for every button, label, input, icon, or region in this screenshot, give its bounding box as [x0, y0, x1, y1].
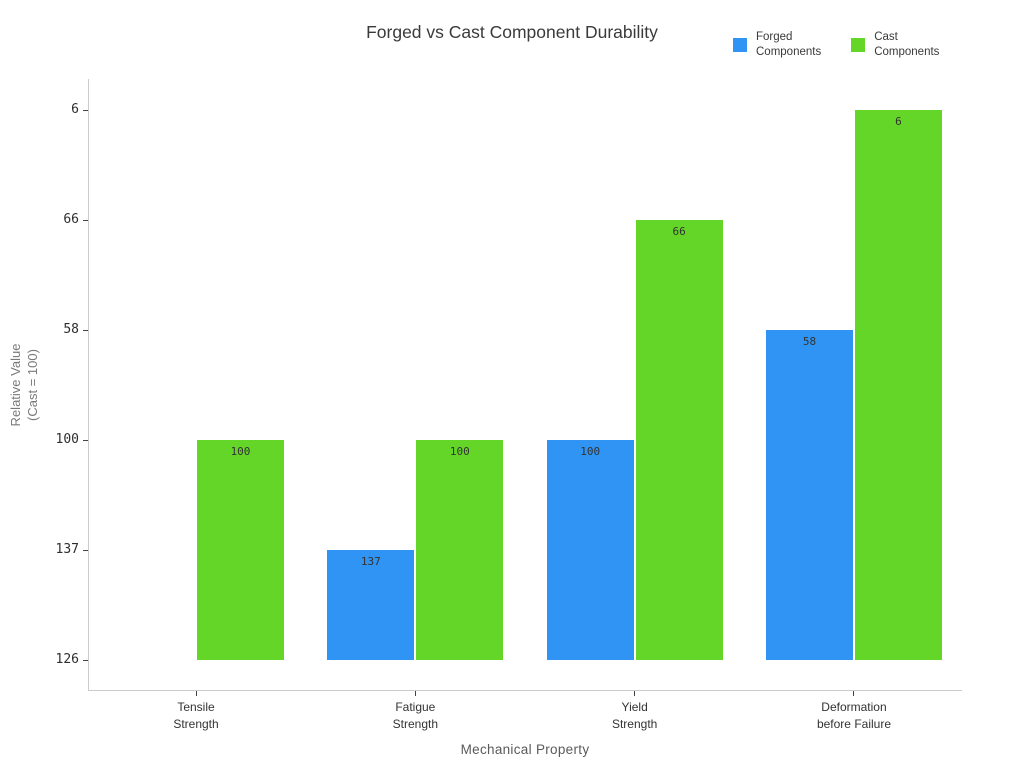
y-tick-label: 100 — [55, 432, 79, 447]
chart-title: Forged vs Cast Component Durability — [366, 22, 658, 42]
x-tick-mark — [634, 691, 636, 696]
x-tick-label: Deformation before Failure — [816, 700, 891, 731]
x-tick-label: Fatigue Strength — [392, 700, 439, 731]
legend-forged-line1: Forged — [756, 31, 793, 43]
x-tick-label: Tensile Strength — [173, 700, 219, 731]
legend-label-forged: Forged Components — [756, 30, 821, 60]
cast-swatch-icon — [851, 38, 866, 52]
plot-area — [88, 79, 962, 691]
legend-forged-line2: Components — [756, 46, 822, 58]
y-tick-label: 137 — [55, 542, 79, 557]
x-tick-mark — [195, 691, 197, 696]
y-axis-title: Relative Value (Cast = 100) — [7, 344, 41, 427]
y-tick-mark — [83, 329, 88, 331]
legend-item-forged: Forged Components — [733, 30, 821, 60]
legend-cast-line2: Components — [874, 46, 940, 58]
y-tick-label: 126 — [55, 652, 79, 667]
bar-cast-2 — [635, 220, 723, 660]
x-axis-title: Mechanical Property — [460, 742, 590, 757]
bar-value-label: 100 — [230, 445, 251, 458]
y-axis-title-line2: (Cast = 100) — [25, 349, 40, 421]
y-tick-mark — [83, 109, 88, 111]
bar-cast-3 — [854, 110, 942, 660]
y-axis-title-line1: Relative Value — [8, 343, 23, 427]
y-tick-mark — [83, 439, 88, 441]
bar-value-label: 100 — [580, 445, 601, 458]
bar-cast-0 — [197, 440, 284, 660]
bar-value-label: 100 — [449, 445, 470, 458]
bar-forged-1 — [327, 550, 415, 660]
x-tick-label: Yield Strength — [611, 700, 658, 731]
y-tick-mark — [83, 549, 88, 551]
y-tick-label: 58 — [63, 322, 79, 337]
bar-forged-2 — [546, 440, 634, 660]
y-tick-label: 6 — [71, 102, 79, 117]
legend-item-cast: Cast Components — [851, 30, 939, 60]
y-tick-label: 66 — [63, 212, 79, 227]
bar-forged-3 — [765, 330, 853, 660]
x-tick-mark — [414, 691, 416, 696]
bar-value-label: 66 — [672, 225, 686, 238]
y-tick-mark — [83, 659, 88, 661]
legend-label-cast: Cast Components — [874, 30, 939, 60]
bar-value-label: 58 — [802, 335, 817, 348]
bar-value-label: 137 — [360, 555, 381, 568]
bar-value-label: 6 — [895, 115, 902, 128]
y-tick-mark — [83, 219, 88, 221]
legend-cast-line1: Cast — [874, 31, 898, 43]
forged-swatch-icon — [733, 38, 747, 52]
bar-cast-1 — [416, 440, 504, 660]
x-tick-mark — [853, 691, 855, 696]
legend: Forged Components Cast Components — [733, 30, 939, 60]
